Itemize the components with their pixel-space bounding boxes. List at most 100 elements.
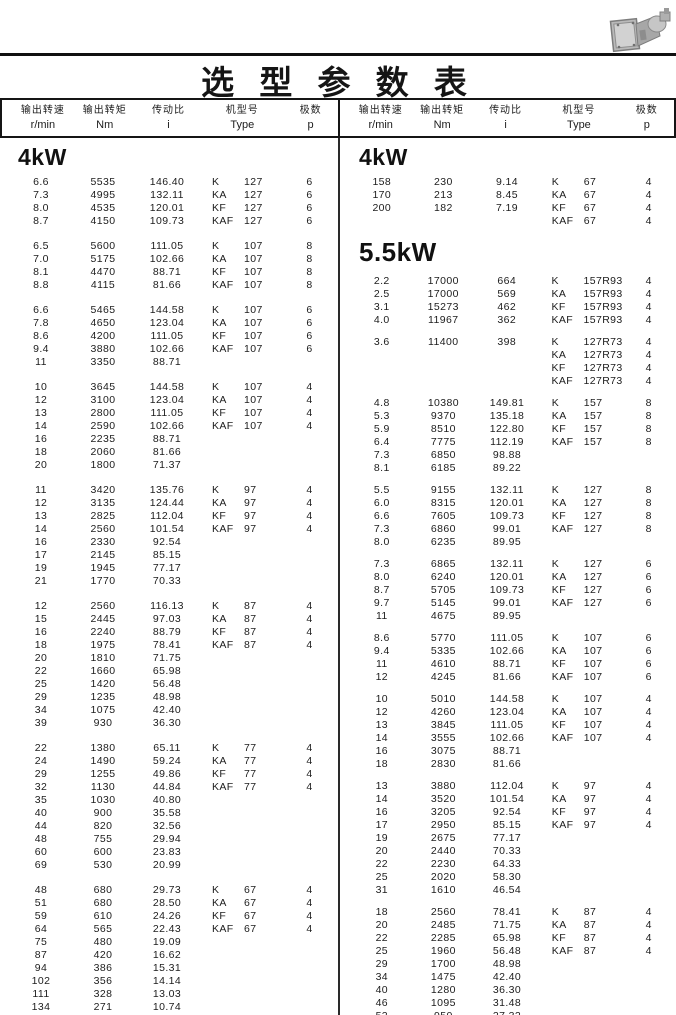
poles-cell xyxy=(621,832,676,845)
torque-cell: 8315 xyxy=(430,497,456,509)
type-cell: KF 87 xyxy=(200,626,282,639)
torque-cell: 3420 xyxy=(90,484,116,496)
ratio-cell: 70.33 xyxy=(492,845,522,857)
speed-cell: 6.5 xyxy=(33,240,49,252)
row-group: 10 3645 144.58 K 107 4 12 3100 123.04 KA 107 4 13 280… xyxy=(10,381,338,472)
type-size: 127R73 xyxy=(583,349,623,361)
type-cell xyxy=(540,832,622,845)
ratio-cell: 111.05 xyxy=(150,240,184,252)
type-prefix: KF xyxy=(551,362,566,374)
type-prefix: K xyxy=(551,906,560,918)
ratio-cell xyxy=(474,215,540,228)
type-size: 107 xyxy=(244,330,263,342)
torque-cell: 3205 xyxy=(430,806,456,818)
ratio-cell: 48.98 xyxy=(152,691,182,703)
table-row: 16 3075 88.71 xyxy=(351,745,676,758)
speed-cell: 29 xyxy=(34,768,48,780)
table-row: 16 2240 88.79 KF 87 4 xyxy=(10,626,338,639)
poles-cell: 4 xyxy=(645,719,652,731)
col-header-poles: 极数 p xyxy=(635,104,658,132)
table-column-left: 4kW 6.6 5535 146.40 K 127 6 7.3 4995 132.11 KA 127 6… xyxy=(0,138,338,1015)
type-size: 157 xyxy=(583,410,603,422)
type-prefix: KF xyxy=(212,202,227,214)
ratio-cell: 132.11 xyxy=(490,558,524,570)
type-cell: K 157R93 xyxy=(539,275,622,288)
torque-cell: 1420 xyxy=(90,678,116,690)
type-size: 87 xyxy=(583,919,597,931)
type-cell xyxy=(200,691,282,704)
torque-cell: 1280 xyxy=(430,984,456,996)
ratio-cell: 65.98 xyxy=(152,665,182,677)
ratio-cell: 78.41 xyxy=(492,906,522,918)
row-group: 2.2 17000 664 K 157R93 4 2.5 17000 569 KA 157R93 4 3… xyxy=(351,275,676,327)
table-row: 20 1800 71.37 xyxy=(10,459,338,472)
poles-cell: 8 xyxy=(645,497,652,509)
speed-cell: 18 xyxy=(375,758,389,770)
type-cell: KAF 107 xyxy=(540,671,622,684)
type-cell: KA 67 xyxy=(200,897,282,910)
poles-cell: 6 xyxy=(645,571,652,583)
speed-cell: 24 xyxy=(34,755,48,767)
type-size: 127 xyxy=(583,558,603,570)
type-prefix: KF xyxy=(212,768,227,780)
poles-cell: 8 xyxy=(306,253,313,265)
ratio-cell: 92.54 xyxy=(492,806,522,818)
ratio-cell: 31.48 xyxy=(492,997,522,1009)
type-cell: KAF 67 xyxy=(540,215,622,228)
torque-cell: 17000 xyxy=(427,275,459,287)
type-cell: KF 127 xyxy=(540,584,622,597)
torque-cell xyxy=(413,215,475,228)
type-size: 127 xyxy=(583,497,603,509)
speed-cell: 7.8 xyxy=(33,317,49,329)
type-size: 97 xyxy=(583,806,597,818)
table-row: 40 900 35.58 xyxy=(10,807,338,820)
gearbox-product-photo xyxy=(609,8,671,53)
table-row: 18 2830 81.66 xyxy=(351,758,676,771)
type-cell: K 67 xyxy=(540,176,622,189)
speed-cell: 11 xyxy=(375,658,388,670)
speed-cell: 13 xyxy=(34,510,48,522)
table-row: 34 1475 42.40 xyxy=(351,971,676,984)
type-cell: KAF 97 xyxy=(200,523,282,536)
table-row: 20 2485 71.75 KA 87 4 xyxy=(351,919,676,932)
type-size: 67 xyxy=(583,189,597,201)
poles-cell xyxy=(282,704,337,717)
speed-cell: 8.6 xyxy=(33,330,49,342)
type-cell: K 87 xyxy=(200,600,282,613)
poles-cell xyxy=(282,691,337,704)
poles-cell xyxy=(282,562,337,575)
poles-cell xyxy=(621,997,676,1010)
ratio-cell: 49.86 xyxy=(152,768,182,780)
type-prefix: KA xyxy=(551,706,567,718)
ratio-cell: 88.79 xyxy=(152,626,182,638)
type-prefix: K xyxy=(212,484,220,496)
torque-cell: 930 xyxy=(93,717,113,729)
type-prefix: KAF xyxy=(551,375,574,387)
torque-cell: 2020 xyxy=(430,871,456,883)
torque-cell: 680 xyxy=(93,884,113,896)
type-cell: KA 157R93 xyxy=(539,288,622,301)
poles-cell: 4 xyxy=(645,301,652,313)
poles-cell xyxy=(282,962,337,975)
ratio-cell: 135.18 xyxy=(489,410,525,422)
table-row: 170 213 8.45 KA 67 4 xyxy=(351,189,676,202)
poles-cell xyxy=(621,958,676,971)
torque-cell: 1810 xyxy=(90,652,116,664)
poles-cell xyxy=(282,652,337,665)
table-row: 8.7 5705 109.73 KF 127 6 xyxy=(351,584,676,597)
type-size: 107 xyxy=(244,304,263,316)
table-row: 5.9 8510 122.80 KF 157 8 xyxy=(351,423,676,436)
table-row: 7.3 6850 98.88 xyxy=(351,449,676,462)
poles-cell xyxy=(621,745,676,758)
ratio-cell: 85.15 xyxy=(152,549,182,561)
type-size: 127R73 xyxy=(583,336,623,348)
poles-cell xyxy=(621,1010,676,1015)
type-cell: KA 67 xyxy=(540,189,622,202)
type-cell xyxy=(200,652,282,665)
type-prefix: KA xyxy=(551,571,567,583)
poles-cell: 4 xyxy=(645,806,652,818)
poles-cell: 4 xyxy=(306,897,313,909)
speed-cell: 64 xyxy=(34,923,48,935)
speed-cell: 6.6 xyxy=(33,304,49,316)
type-cell: K 107 xyxy=(540,632,622,645)
